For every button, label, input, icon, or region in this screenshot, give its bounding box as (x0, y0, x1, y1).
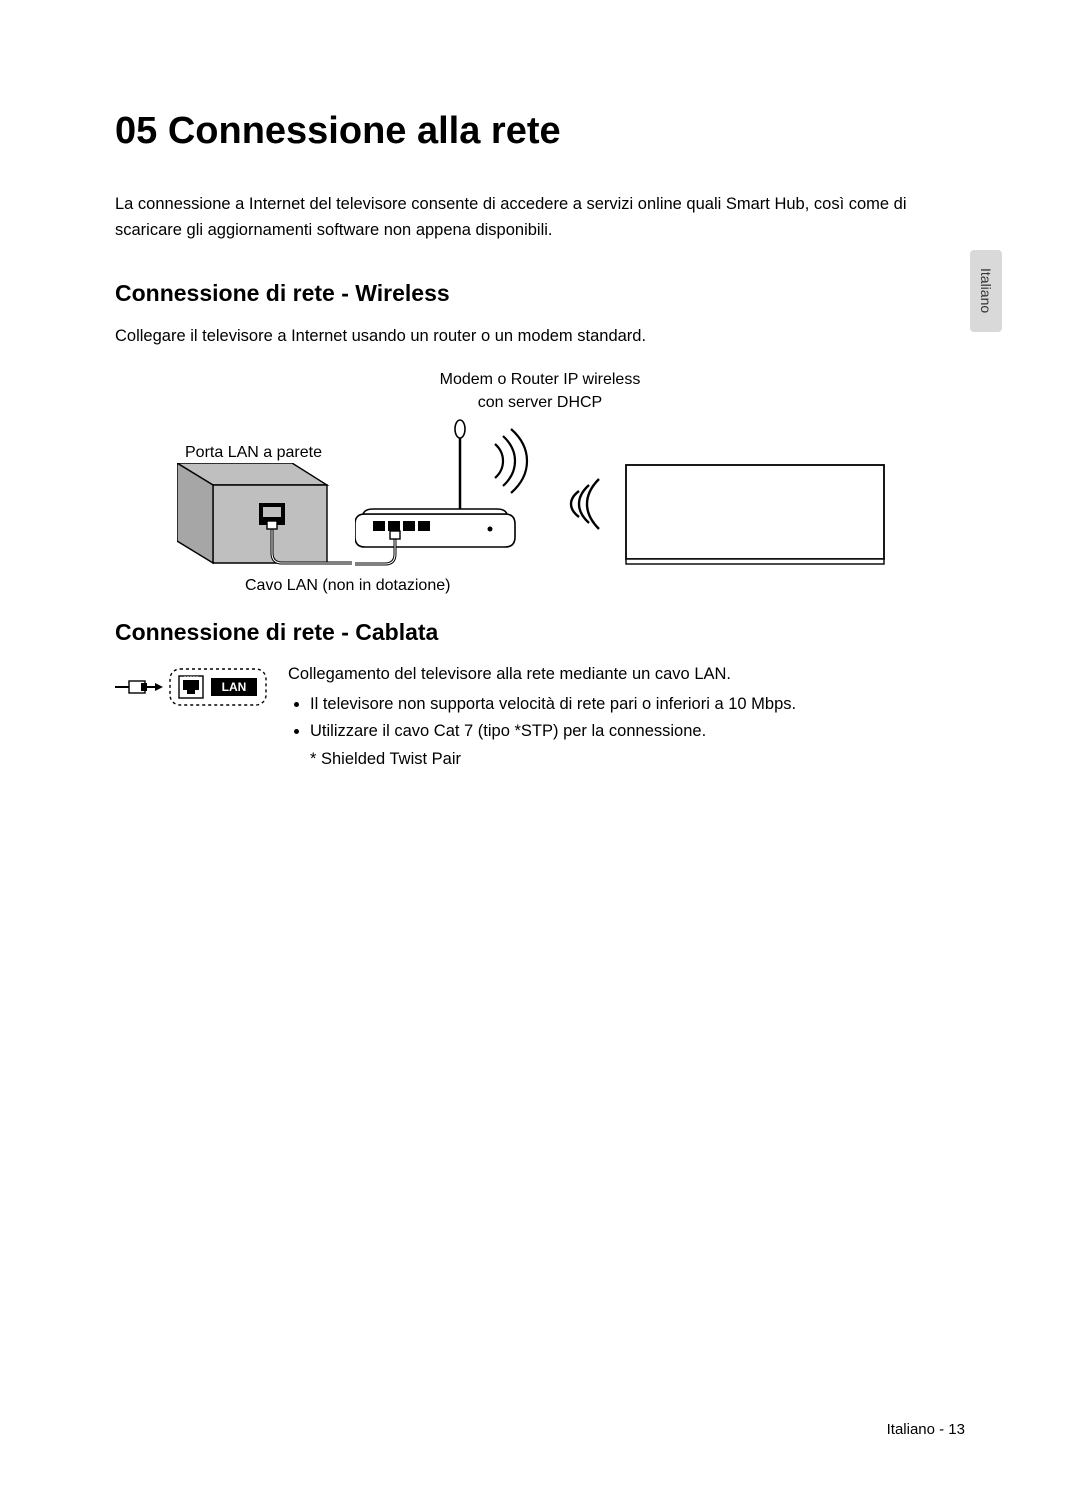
language-side-tab: Italiano (970, 250, 1002, 332)
wired-section-title: Connessione di rete - Cablata (115, 619, 965, 646)
side-tab-label: Italiano (978, 268, 994, 313)
router-label-line2: con server DHCP (478, 394, 602, 411)
wired-bullet-1: Il televisore non supporta velocità di r… (310, 692, 796, 718)
wall-plate-icon (177, 463, 367, 588)
page-container: 05 Connessione alla rete La connessione … (0, 0, 1080, 772)
page-title: 05 Connessione alla rete (115, 110, 965, 153)
wireless-section-text: Collegare il televisore a Internet usand… (115, 323, 965, 349)
tv-icon (625, 464, 895, 574)
router-label: Modem o Router IP wireless con server DH… (415, 369, 665, 414)
wired-section: Connessione di rete - Cablata (115, 619, 965, 772)
router-label-line1: Modem o Router IP wireless (440, 371, 641, 388)
wall-port-label: Porta LAN a parete (185, 444, 322, 462)
wired-footnote: * Shielded Twist Pair (288, 747, 796, 773)
wired-intro-text: Collegamento del televisore alla rete me… (288, 662, 796, 688)
wireless-diagram: Modem o Router IP wireless con server DH… (145, 369, 905, 599)
wireless-section-title: Connessione di rete - Wireless (115, 280, 965, 307)
cable-label: Cavo LAN (non in dotazione) (245, 577, 450, 595)
intro-text: La connessione a Internet del televisore… (115, 191, 965, 244)
router-icon (355, 409, 555, 584)
lan-port-diagram: LAN (115, 666, 270, 713)
lan-badge-text: LAN (222, 680, 247, 694)
wifi-receive-icon (555, 469, 615, 544)
page-footer: Italiano - 13 (887, 1421, 965, 1438)
wired-text-block: Collegamento del televisore alla rete me… (288, 662, 796, 772)
wired-bullet-2: Utilizzare il cavo Cat 7 (tipo *STP) per… (310, 719, 796, 745)
